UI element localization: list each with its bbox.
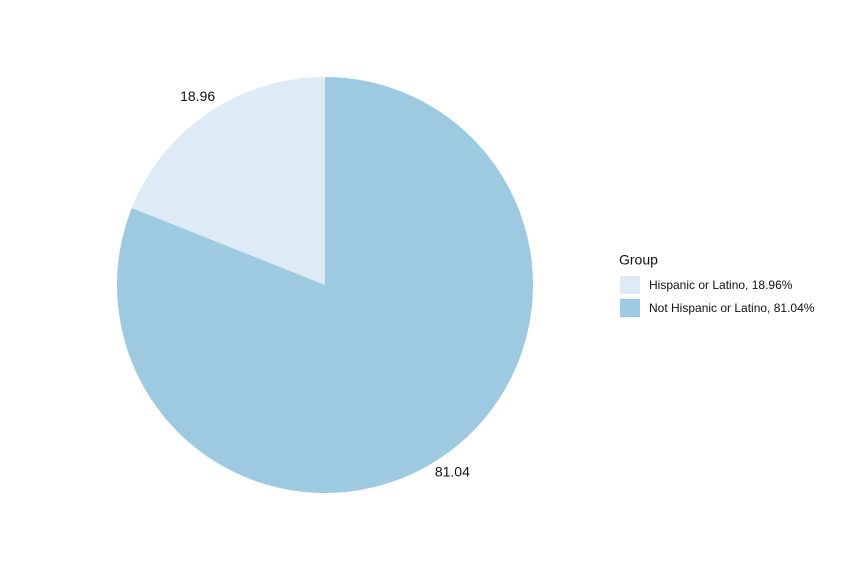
data-label: 18.96	[180, 88, 215, 104]
legend-key	[620, 299, 640, 317]
pie-slice	[117, 77, 534, 493]
legend-title: Group	[619, 252, 658, 268]
legend-label: Not Hispanic or Latino, 81.04%	[649, 301, 815, 315]
pie-slice	[131, 77, 325, 285]
legend-key	[620, 276, 640, 294]
data-label: 81.04	[435, 464, 470, 480]
legend-label: Hispanic or Latino, 18.96%	[649, 278, 793, 292]
